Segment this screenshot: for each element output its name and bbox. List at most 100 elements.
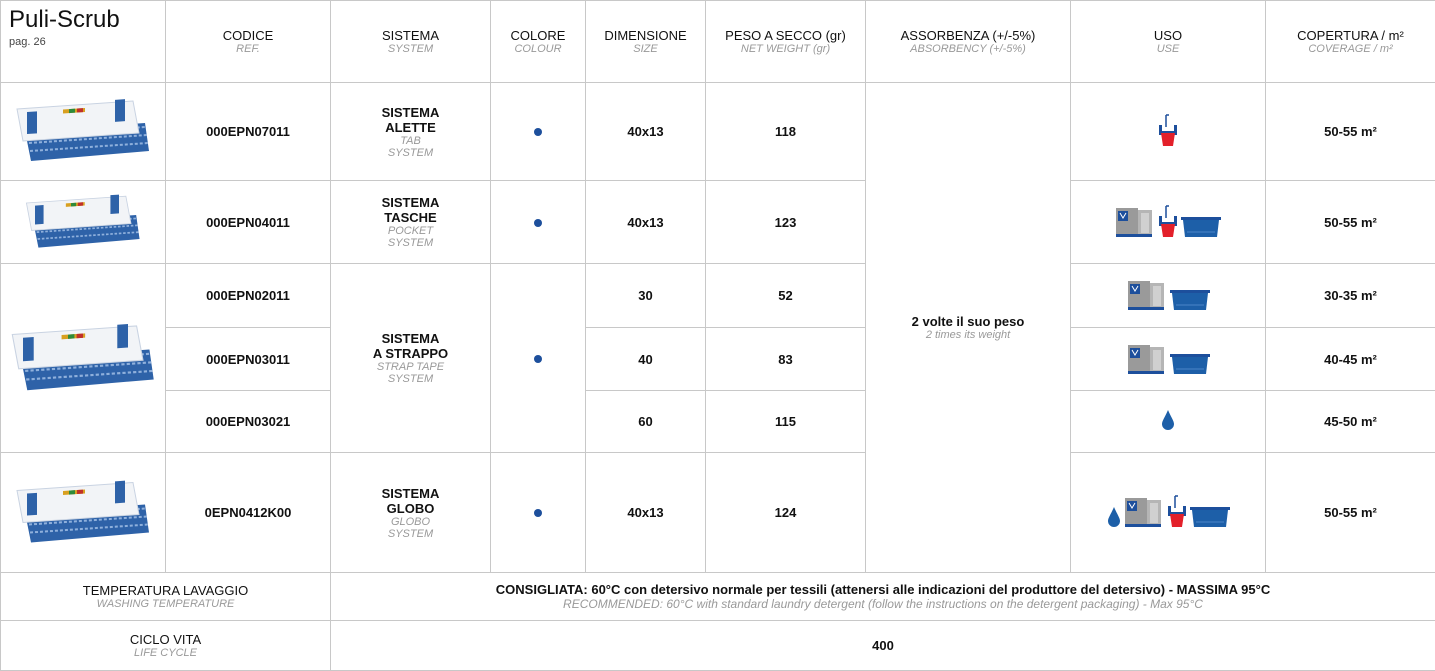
col-header: PESO A SECCO (gr) NET WEIGHT (gr) [705, 0, 866, 83]
page-number: pag. 26 [9, 36, 46, 48]
system-en: STRAP TAPE SYSTEM [335, 361, 486, 385]
use [1070, 327, 1266, 391]
temperature-text: CONSIGLIATA: 60°C con detersivo normale … [495, 582, 1271, 597]
code: 0EPN0412K00 [165, 452, 331, 573]
title-cell: Puli-Scrub pag. 26 [0, 0, 166, 83]
col-label-en: ABSORBENCY (+/-5%) [910, 43, 1026, 55]
colour [490, 82, 586, 181]
life-cycle-row: CICLO VITA LIFE CYCLE 400 [0, 620, 1435, 671]
system-line: GLOBO [386, 500, 435, 516]
temperature-label-cell: TEMPERATURA LAVAGGIO WASHING TEMPERATURE [0, 572, 331, 621]
life-cycle-label-en: LIFE CYCLE [134, 647, 197, 659]
col-label: USO [1153, 28, 1183, 43]
col-label: PESO A SECCO (gr) [725, 28, 846, 43]
system-cell: SISTEMA TASCHE POCKET SYSTEM [330, 180, 491, 264]
system-cell: SISTEMA GLOBO GLOBO SYSTEM [330, 452, 491, 573]
system-line-en: SYSTEM [387, 146, 434, 159]
size: 60 [585, 390, 706, 453]
col-label: CODICE [222, 28, 274, 43]
weight: 123 [705, 180, 866, 264]
weight: 52 [705, 263, 866, 328]
system-line: SISTEMA [381, 104, 440, 120]
system: SISTEMA GLOBO [335, 486, 486, 516]
life-cycle-value: 400 [330, 620, 1435, 671]
code: 000EPN04011 [165, 180, 331, 264]
temperature-row: TEMPERATURA LAVAGGIO WASHING TEMPERATURE … [0, 572, 1435, 621]
code: 000EPN02011 [165, 263, 331, 328]
system: SISTEMA ALETTE [335, 105, 486, 135]
system-line-en: POCKET [387, 225, 434, 237]
absorbency: 2 volte il suo peso 2 times its weight [865, 82, 1071, 573]
product-image [0, 263, 166, 453]
system-line-en: TAB [400, 134, 421, 147]
system-en: POCKET SYSTEM [335, 225, 486, 249]
absorbency-en: 2 times its weight [925, 329, 1011, 341]
system-cell: SISTEMA A STRAPPO STRAP TAPE SYSTEM [330, 263, 491, 453]
col-label-en: USE [1156, 43, 1180, 55]
col-header: USO USE [1070, 0, 1266, 83]
system-en: GLOBO SYSTEM [335, 516, 486, 540]
col-label: SISTEMA [381, 28, 440, 43]
weight: 83 [705, 327, 866, 391]
colour [490, 452, 586, 573]
col-label: DIMENSIONE [604, 28, 687, 43]
system: SISTEMA A STRAPPO [335, 331, 486, 361]
weight: 124 [705, 452, 866, 573]
col-header: SISTEMA SYSTEM [330, 0, 491, 83]
code: 000EPN07011 [165, 82, 331, 181]
system-line: SISTEMA [381, 331, 440, 346]
col-label: ASSORBENZA (+/-5%) [900, 28, 1036, 43]
weight: 115 [705, 390, 866, 453]
use [1070, 263, 1266, 328]
life-cycle-label: CICLO VITA [129, 632, 202, 647]
system-line: SISTEMA [381, 195, 440, 210]
system-line-en: GLOBO [390, 515, 431, 528]
system-line-en: SYSTEM [387, 237, 434, 249]
system-line: A STRAPPO [372, 346, 449, 361]
coverage: 50-55 m² [1265, 82, 1435, 181]
size: 40x13 [585, 452, 706, 573]
col-label: COPERTURA / m² [1297, 28, 1404, 43]
temperature-text-cell: CONSIGLIATA: 60°C con detersivo normale … [330, 572, 1435, 621]
code: 000EPN03021 [165, 390, 331, 453]
product-row: 000EPN02011 SISTEMA A STRAPPO STRAP TAPE SY… [0, 263, 1435, 453]
size: 40x13 [585, 82, 706, 181]
coverage: 45-50 m² [1265, 390, 1435, 453]
col-header: ASSORBENZA (+/-5%) ABSORBENCY (+/-5%) [865, 0, 1071, 83]
system: SISTEMA TASCHE [335, 195, 486, 225]
use [1070, 390, 1266, 453]
col-label-en: SIZE [633, 43, 658, 55]
product-row: 0EPN0412K00 SISTEMA GLOBO GLOBO SYSTEM 40x1… [0, 452, 1435, 573]
system-line: TASCHE [384, 210, 437, 225]
col-header: COLORE COLOUR [490, 0, 586, 83]
colour [490, 180, 586, 264]
col-header: CODICE REF. [165, 0, 331, 83]
size: 30 [585, 263, 706, 328]
product-image [0, 82, 166, 181]
size: 40x13 [585, 180, 706, 264]
header-row: Puli-Scrub pag. 26 CODICE REF. SISTEMA SYST… [0, 0, 1435, 83]
product-row: 000EPN07011 SISTEMA ALETTE TAB SYSTEM 40x13… [0, 82, 1435, 573]
system-line-en: SYSTEM [387, 373, 434, 385]
code: 000EPN03011 [165, 327, 331, 391]
coverage: 30-35 m² [1265, 263, 1435, 328]
temperature-label-en: WASHING TEMPERATURE [96, 598, 235, 610]
system-line: ALETTE [385, 119, 436, 135]
system-line-en: SYSTEM [387, 527, 434, 540]
system-line-en: STRAP TAPE [376, 361, 445, 373]
size: 40 [585, 327, 706, 391]
temperature-text-en: RECOMMENDED: 60°C with standard laundry … [563, 597, 1203, 611]
product-row: 000EPN03011 40 83 40-45 m² [1, 327, 1435, 391]
coverage: 50-55 m² [1265, 180, 1435, 264]
use [1070, 82, 1266, 181]
product-image [0, 452, 166, 573]
system-cell: SISTEMA ALETTE TAB SYSTEM [330, 82, 491, 181]
weight: 118 [705, 82, 866, 181]
absorbency-it: 2 volte il suo peso [911, 314, 1025, 329]
use [1070, 452, 1266, 573]
title: Puli-Scrub [9, 6, 120, 33]
coverage: 40-45 m² [1265, 327, 1435, 391]
product-row: 000EPN03021 60 115 45-50 m² [1, 390, 1435, 453]
col-header: COPERTURA / m² COVERAGE / m² [1265, 0, 1435, 83]
